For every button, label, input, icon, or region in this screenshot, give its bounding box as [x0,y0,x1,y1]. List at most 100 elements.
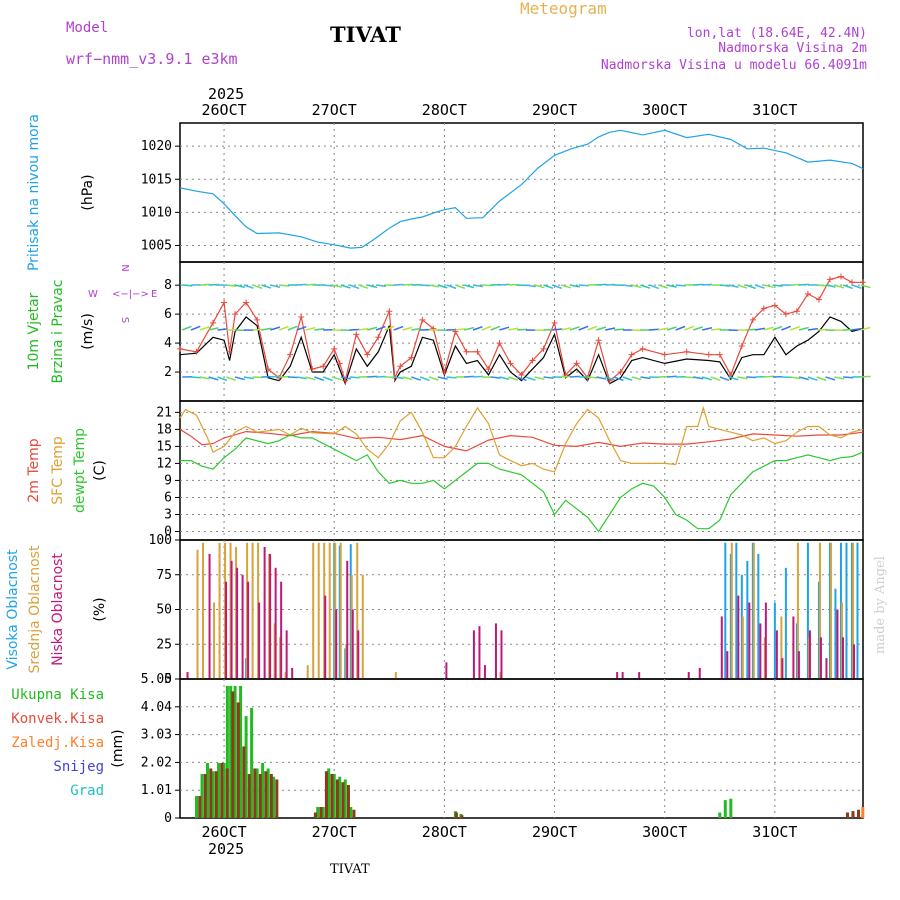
wind-arrow [587,325,598,331]
wind-arrow [384,325,395,331]
gust-marker [254,316,261,323]
clouds-bar [394,672,397,679]
pressure-frame [179,122,864,263]
precip-bar [255,768,259,818]
precip-bar [261,762,265,818]
gust-marker [804,290,811,297]
precip-frame [179,678,864,819]
wind-arrow [261,284,272,289]
clouds-bar [730,542,733,679]
gust-marker [331,345,338,352]
precip-bar [206,762,210,818]
clouds-bar [852,644,855,679]
bottom-day-label: 31OCT [752,823,797,841]
precip-bar [200,773,204,818]
clouds-tick-label: 100 [149,533,172,548]
clouds-bar [836,609,839,679]
wind-arrow [499,283,510,286]
wind-arrow [252,284,263,290]
wind-arrow [561,375,572,378]
clouds-bar [218,542,221,679]
wind-arrow [569,284,580,288]
compass-w: W [88,289,98,300]
precip-bar [856,809,860,818]
gust-marker [353,331,360,338]
wind-arrow [243,284,254,289]
wind-arrow [719,284,730,287]
wind-arrow [340,284,351,289]
wind-arrow [693,283,704,286]
wind-arrow [499,326,510,331]
wind-arrow [490,376,501,379]
clouds-bar [324,595,327,679]
gust-marker [177,345,183,352]
clouds-bar [687,672,690,679]
precip-tick-label: 2.02 [141,755,172,770]
top-year-label: 2025 [208,85,244,103]
gust-marker [860,279,866,286]
wind-arrow [790,283,801,286]
gust-marker [336,360,343,367]
precip-bar [203,773,207,818]
gust-marker [529,357,536,364]
wind-arrow [728,284,739,288]
gust-marker [573,360,580,367]
wind-arrow [393,325,404,331]
wind-arrow [569,375,580,378]
wind-arrow [701,376,712,381]
precip-legend-item: Zaledj.Kisa [11,735,104,751]
clouds-bar [819,637,822,679]
wind-arrow [296,376,307,380]
wind-arrow [446,284,457,290]
wind-arrow [402,376,413,381]
precip-bar [239,685,243,818]
clouds-bar [825,658,828,679]
wind-arrow [622,376,633,381]
gust-marker [397,363,404,370]
precip-tick-label: 3.03 [141,728,172,743]
wind-arrow [217,376,228,382]
precip-bar [338,776,342,818]
clouds-bar [797,651,800,679]
wind-arrow [772,284,783,287]
clouds-bar [335,609,338,679]
gust-marker [826,276,833,283]
clouds-bar [752,542,755,679]
wind-arrow [657,327,669,331]
wind-ylabel: 10m Vjetar [26,292,42,370]
clouds-bar [317,542,320,679]
wind-arrow [508,376,519,381]
clouds-bar [621,672,624,679]
precip-legend-item: Konvek.Kisa [11,711,104,727]
temperature-tick-label: 21 [156,405,172,420]
wind-tick-label: 2 [164,365,172,380]
precip-bar [275,779,279,818]
wind-arrow [754,284,765,289]
panel-temperature [175,400,864,541]
footer-station: TIVAT [330,862,370,877]
clouds-tick-label: 75 [156,568,172,583]
wind-arrow [702,283,713,286]
gust-marker [232,311,239,318]
precip-bar [845,812,849,818]
clouds-bar [781,658,784,679]
wind-arrow [657,284,668,289]
temperature-series-1 [179,405,864,473]
clouds-bar [616,672,619,679]
precip-bar [454,812,458,818]
wind-arrow [710,376,721,382]
gust-marker [837,273,844,280]
wind-arrow [270,326,281,331]
panel-pressure [175,122,864,263]
wind-arrow [843,376,854,379]
precip-bar [195,795,199,818]
wind-arrow [834,376,845,380]
wind-arrow [763,326,774,331]
wind-arrow [322,376,333,382]
precip-bar [321,806,325,818]
temperature-tick-label: 9 [164,473,172,488]
wind-arrow [419,376,430,382]
clouds-bar [357,630,360,679]
clouds-unit: (%) [92,597,108,621]
